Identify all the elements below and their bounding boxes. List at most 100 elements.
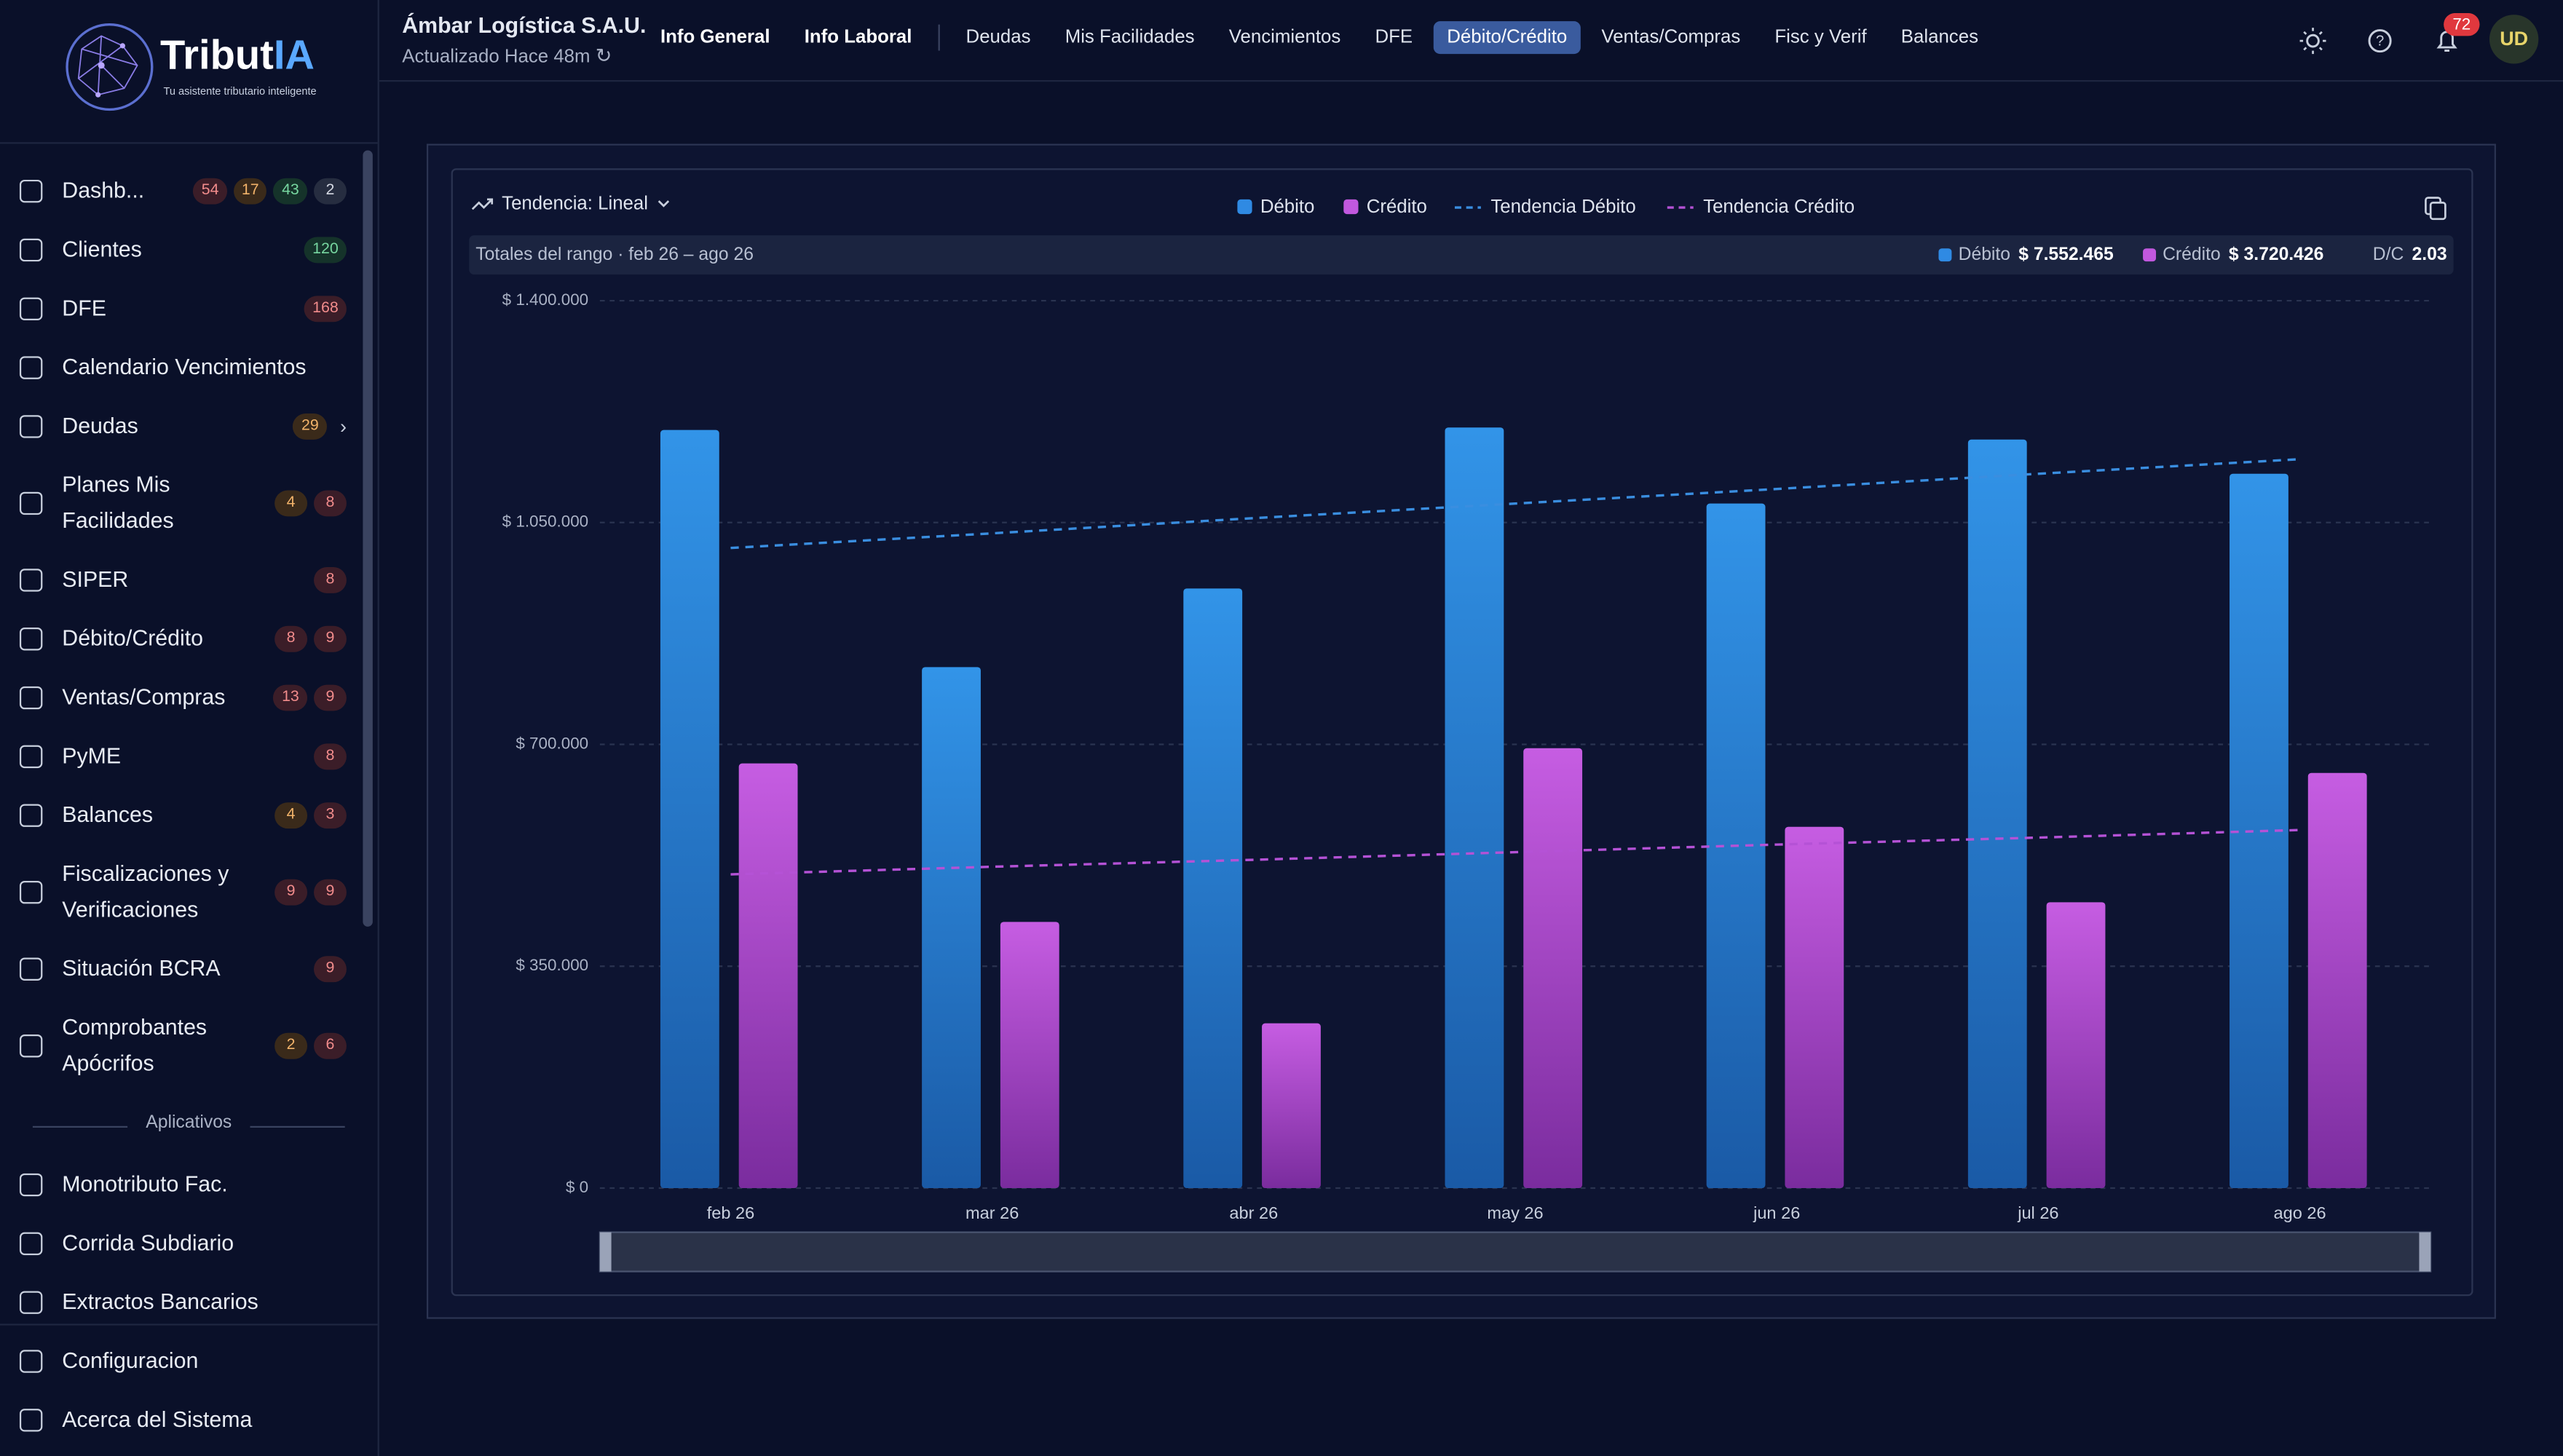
tab[interactable]: Deudas — [965, 28, 1031, 48]
tab[interactable]: Mis Facilidades — [1065, 28, 1195, 48]
bar — [2230, 473, 2288, 1189]
nav-item[interactable]: SIPER 8 — [0, 551, 363, 610]
apps-list: Monotributo Fac. Corrida Subdiario Extract… — [0, 1155, 378, 1332]
x-tick-label: feb 26 — [707, 1203, 755, 1222]
logo-graphic: TributIA Tu asistente tributario intelig… — [66, 23, 317, 111]
tab[interactable]: Débito/Crédito — [1434, 21, 1581, 55]
nav-icon — [19, 804, 43, 827]
nav-item[interactable]: Clientes 120 — [0, 221, 363, 280]
x-tick-label: may 26 — [1487, 1203, 1543, 1222]
bar — [1262, 1023, 1321, 1189]
refresh-icon[interactable]: ↻ — [595, 44, 612, 68]
x-tick-label: ago 26 — [2274, 1203, 2326, 1222]
nav-item[interactable]: Comprobantes Apócrifos 2 6 — [0, 999, 363, 1093]
brand: Tribut — [160, 31, 274, 77]
nav-label: Débito/Crédito — [62, 625, 204, 651]
scrollbar[interactable] — [363, 150, 373, 927]
nav-icon — [19, 881, 43, 904]
nav-icon — [19, 415, 43, 438]
tab[interactable]: Fisc y Verif — [1774, 28, 1867, 48]
nav-label: DFE — [62, 296, 106, 321]
nav-label: Monotributo Fac. — [62, 1171, 228, 1197]
x-tick-label: mar 26 — [965, 1203, 1019, 1222]
section-label: Aplicativos — [0, 1113, 378, 1133]
trend-label: Tendencia: Lineal — [502, 193, 648, 213]
tab[interactable]: Info Laboral — [804, 28, 912, 48]
nav-icon — [19, 1291, 43, 1314]
badge: 3 — [314, 802, 347, 829]
nav-label: Balances — [62, 802, 154, 827]
nav-item[interactable]: Balances 4 3 — [0, 786, 363, 845]
svg-text:TributIA: TributIA — [160, 31, 315, 77]
badge: 9 — [314, 879, 347, 906]
trend-selector[interactable]: Tendencia: Lineal — [471, 193, 670, 213]
bar — [1000, 922, 1059, 1189]
nav-item[interactable]: Calendario Vencimientos — [0, 339, 363, 397]
nav-icon — [19, 957, 43, 981]
badge: 168 — [304, 296, 347, 323]
copy-button[interactable] — [2425, 197, 2446, 221]
bar — [1523, 748, 1583, 1189]
tab[interactable]: Balances — [1900, 28, 1978, 48]
nav-label: Extractos Bancarios — [62, 1289, 258, 1314]
nav-item[interactable]: Configuracion — [0, 1332, 363, 1391]
nav-item[interactable]: Ventas/Compras 13 9 — [0, 668, 363, 727]
nav-item[interactable]: PyME 8 — [0, 727, 363, 786]
avatar-initials: UD — [2500, 28, 2528, 50]
tab[interactable]: Ventas/Compras — [1601, 28, 1741, 48]
nav-item[interactable]: Acerca del Sistema — [0, 1390, 363, 1449]
legend-label: Crédito — [1367, 197, 1427, 217]
ratio-value: 2.03 — [2412, 245, 2447, 265]
nav-item[interactable]: Dashb... 54 17 43 2 — [0, 162, 363, 221]
header: Ámbar Logística S.A.U. Actualizado Hace … — [379, 0, 2563, 82]
nav-item[interactable]: Planes Mis Facilidades 4 8 — [0, 456, 363, 550]
trend-line — [730, 458, 2300, 550]
nav-label: Configuracion — [62, 1348, 199, 1373]
trend-line — [730, 828, 2300, 876]
badge: 13 — [273, 684, 308, 711]
x-tick-label: abr 26 — [1229, 1203, 1278, 1222]
y-tick-label: $ 1.400.000 — [502, 290, 589, 309]
avatar[interactable]: UD — [2489, 15, 2539, 64]
nav-item[interactable]: Débito/Crédito 8 9 — [0, 609, 363, 668]
badge: 8 — [314, 743, 347, 770]
x-tick-label: jul 26 — [2017, 1203, 2058, 1222]
nav-item[interactable]: Fiscalizaciones y Verificaciones 9 9 — [0, 845, 363, 940]
badge: 8 — [314, 566, 347, 593]
nav-icon — [19, 238, 43, 262]
legend-label: Débito — [1260, 197, 1315, 217]
tab[interactable]: DFE — [1375, 28, 1413, 48]
y-tick-label: $ 0 — [566, 1178, 588, 1196]
nav-item[interactable]: Monotributo Fac. — [0, 1155, 363, 1214]
bar — [738, 763, 798, 1189]
tab[interactable]: Info General — [660, 28, 770, 48]
chevron: › — [339, 415, 347, 438]
totals-label: Totales del rango · feb 26 – ago 26 — [475, 245, 754, 265]
tab[interactable]: Vencimientos — [1228, 28, 1341, 48]
bar — [1445, 427, 1504, 1189]
nav-icon — [19, 569, 43, 592]
nav-item[interactable]: Situación BCRA 9 — [0, 940, 363, 999]
badge: 4 — [275, 802, 308, 829]
nav-item[interactable]: Deudas 29 › — [0, 397, 363, 456]
nav-item[interactable]: Corrida Subdiario — [0, 1214, 363, 1273]
badge: 6 — [314, 1032, 347, 1059]
badge: 9 — [314, 956, 347, 983]
nav-item[interactable]: Extractos Bancarios — [0, 1273, 363, 1332]
nav-icon — [19, 491, 43, 515]
badge: 9 — [314, 684, 347, 711]
nav-icon — [19, 745, 43, 769]
nav-label: Dashb... — [62, 178, 145, 203]
bar — [2046, 902, 2106, 1189]
help-button[interactable]: ? — [2368, 29, 2392, 53]
range-slider[interactable] — [599, 1231, 2432, 1273]
notifications[interactable]: 72 — [2436, 12, 2480, 52]
nav-label: PyME — [62, 743, 122, 769]
y-tick-label: $ 1.050.000 — [502, 513, 589, 531]
nav-label: Situación BCRA — [62, 956, 221, 981]
nav-item[interactable]: DFE 168 — [0, 280, 363, 339]
debit-swatch — [1938, 248, 1952, 262]
badge: 120 — [304, 237, 347, 264]
logo[interactable]: TributIA Tu asistente tributario intelig… — [0, 0, 378, 144]
theme-toggle[interactable] — [2299, 28, 2326, 55]
